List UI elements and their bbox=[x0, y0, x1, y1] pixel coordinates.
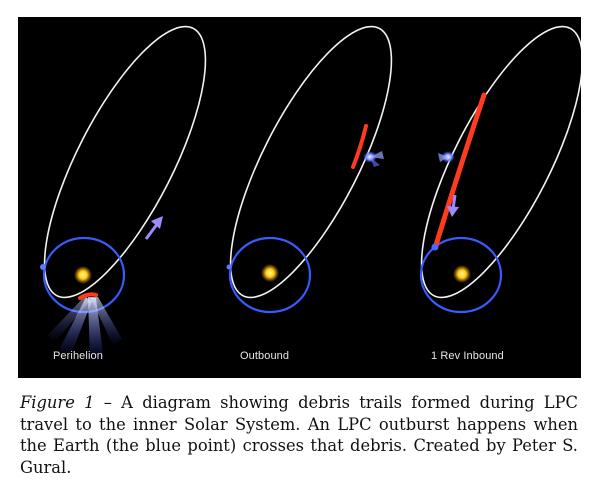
comet bbox=[363, 151, 384, 167]
figure-image: Perihelion Outbound 1 Rev Inbound bbox=[18, 17, 581, 378]
figure-caption: Figure 1 – A diagram showing debris trai… bbox=[20, 392, 578, 478]
earth-orbit bbox=[228, 236, 312, 314]
comet-orbit bbox=[420, 25, 581, 299]
panel-label-perihelion: Perihelion bbox=[53, 350, 103, 362]
comet-orbit bbox=[229, 25, 393, 299]
comet bbox=[438, 151, 455, 163]
comet-tail bbox=[48, 297, 122, 362]
panel-label-inbound: 1 Rev Inbound bbox=[431, 350, 504, 362]
earth-point bbox=[40, 264, 46, 270]
debris-trail bbox=[78, 292, 98, 300]
sun bbox=[261, 264, 279, 282]
sun bbox=[74, 266, 92, 284]
sun bbox=[453, 265, 471, 283]
debris-trail bbox=[351, 124, 368, 169]
figure-reference: Figure 1 bbox=[20, 393, 95, 412]
direction-arrow bbox=[447, 194, 459, 217]
caption-text: – A diagram showing debris trails formed… bbox=[20, 393, 578, 477]
direction-arrow bbox=[144, 216, 163, 240]
panel-inbound bbox=[419, 25, 581, 314]
debris-trail bbox=[433, 92, 487, 248]
orbit-diagram bbox=[40, 25, 581, 362]
earth-point bbox=[431, 243, 439, 251]
comet-orbit bbox=[43, 25, 207, 299]
panel-label-outbound: Outbound bbox=[240, 350, 290, 362]
panel-outbound bbox=[226, 25, 393, 314]
earth-orbit bbox=[419, 236, 503, 314]
panel-perihelion bbox=[40, 25, 207, 362]
earth-point bbox=[226, 264, 232, 270]
